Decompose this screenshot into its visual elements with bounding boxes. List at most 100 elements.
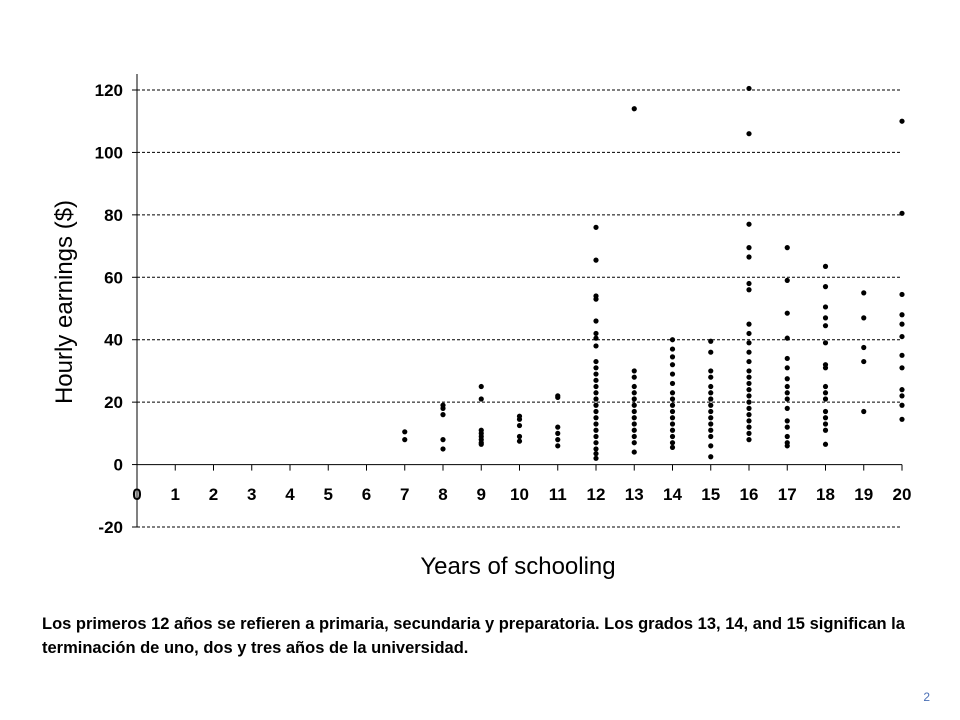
data-point [555, 424, 561, 430]
x-tick-label: 15 [701, 485, 720, 504]
data-point [708, 368, 714, 374]
data-point [402, 437, 408, 443]
data-point [708, 427, 714, 433]
data-point [669, 444, 676, 451]
data-point [631, 374, 637, 380]
data-point [822, 441, 829, 447]
data-point [784, 335, 790, 341]
data-point [440, 405, 446, 411]
data-point [708, 396, 714, 402]
y-tick-label: 100 [95, 143, 123, 162]
data-point [516, 433, 523, 440]
data-point [631, 433, 637, 440]
data-point [593, 330, 599, 337]
slide-caption: Los primeros 12 años se refieren a prima… [42, 615, 905, 657]
data-point [631, 427, 637, 433]
x-tick-label: 2 [209, 485, 218, 504]
y-axis-title: Hourly earnings ($) [51, 200, 78, 404]
data-point [593, 440, 599, 446]
data-point [593, 343, 599, 349]
data-point [593, 383, 599, 390]
data-point [669, 396, 676, 402]
x-tick-label: 14 [663, 485, 682, 504]
data-point [669, 380, 676, 387]
x-tick-label: 7 [400, 485, 409, 504]
data-point [822, 340, 829, 346]
data-point [555, 430, 561, 436]
data-point [555, 394, 561, 401]
data-point [899, 291, 905, 298]
data-point [746, 387, 752, 393]
data-point [555, 443, 561, 449]
data-point [861, 344, 867, 351]
data-point [593, 296, 599, 302]
data-point [402, 429, 408, 435]
data-point [746, 399, 752, 405]
x-tick-label: 9 [477, 485, 486, 504]
data-point [746, 131, 752, 137]
data-point [593, 396, 599, 402]
data-point [822, 408, 829, 415]
data-point [593, 433, 599, 440]
data-point [746, 368, 752, 374]
data-point [746, 437, 752, 443]
data-point [593, 415, 599, 421]
data-point [746, 430, 752, 436]
data-point [593, 358, 599, 365]
data-point [899, 118, 905, 124]
data-point [593, 451, 599, 457]
data-point [669, 346, 676, 352]
data-point [899, 333, 905, 340]
data-point [669, 427, 676, 433]
x-tick-label: 10 [510, 485, 529, 504]
data-point [593, 402, 599, 408]
x-tick-label: 11 [549, 485, 567, 504]
data-point [708, 443, 714, 449]
data-point [593, 455, 599, 461]
data-point [631, 402, 637, 408]
data-point [784, 418, 790, 424]
data-point [669, 402, 676, 408]
data-point [746, 374, 752, 380]
data-point [669, 440, 676, 446]
y-tick-label: 40 [104, 331, 123, 350]
data-point [899, 321, 905, 327]
data-point [593, 371, 599, 377]
data-point [669, 408, 676, 415]
data-point [784, 433, 790, 440]
x-tick-label: 13 [625, 485, 644, 504]
data-point [593, 224, 599, 230]
data-point [822, 415, 829, 421]
data-point [784, 396, 790, 402]
y-tick-label: 20 [104, 393, 123, 412]
x-tick-label: 20 [893, 485, 912, 504]
data-point [822, 427, 829, 433]
data-point [669, 337, 676, 343]
data-point [708, 402, 714, 408]
data-point [746, 412, 752, 418]
data-point [746, 287, 752, 293]
data-point [746, 254, 752, 260]
data-point [822, 365, 829, 371]
data-point [746, 221, 752, 227]
y-tick-label: 0 [114, 456, 123, 475]
data-point [784, 383, 790, 390]
data-point [784, 390, 790, 396]
data-point [746, 349, 752, 355]
data-point [669, 354, 676, 360]
data-point [822, 383, 829, 390]
data-point [746, 418, 752, 424]
data-point [708, 338, 714, 344]
data-point [746, 340, 752, 346]
data-point [593, 365, 599, 371]
data-point [861, 358, 867, 365]
data-point [669, 421, 676, 427]
x-tick-label: 18 [816, 485, 835, 504]
data-point [669, 415, 676, 421]
data-point [593, 257, 599, 263]
data-point [516, 422, 523, 429]
data-point [822, 284, 829, 290]
data-point [861, 408, 867, 415]
data-point [478, 396, 484, 402]
